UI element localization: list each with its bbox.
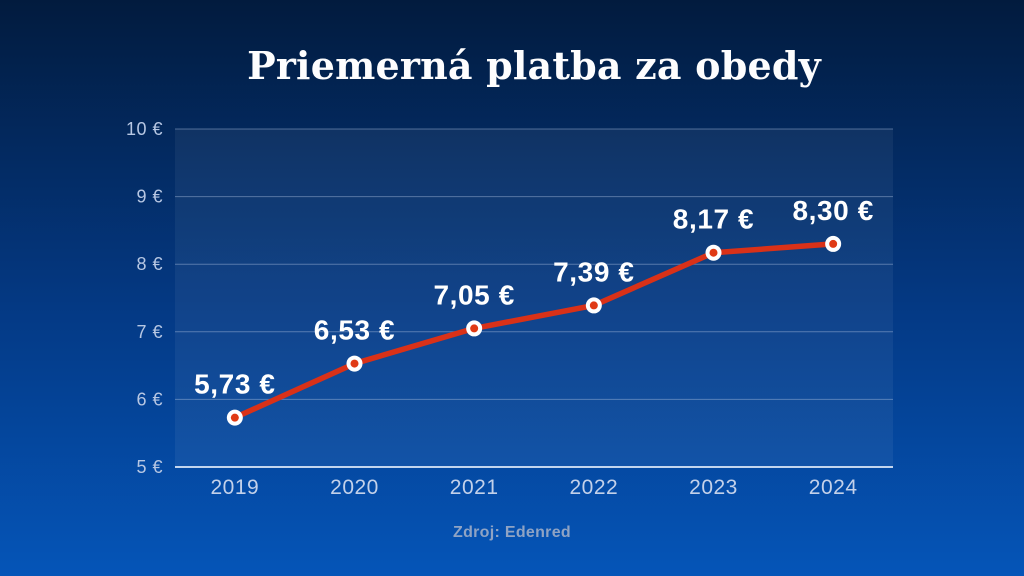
plot-area xyxy=(175,129,893,467)
x-axis-labels: 2019 2020 2021 2022 2023 2024 xyxy=(210,476,857,499)
x-tick-label: 2024 xyxy=(809,476,858,499)
y-tick-label: 5 € xyxy=(136,457,163,477)
data-point-value-label: 7,39 € xyxy=(553,256,634,287)
y-tick-label: 8 € xyxy=(136,254,163,274)
data-point xyxy=(589,301,598,310)
x-tick-label: 2022 xyxy=(569,476,618,499)
data-point-value-label: 5,73 € xyxy=(194,369,275,400)
x-tick-label: 2019 xyxy=(210,476,259,499)
gridlines xyxy=(175,128,893,400)
x-tick-label: 2023 xyxy=(689,476,738,499)
data-point-value-label: 7,05 € xyxy=(433,279,514,310)
y-tick-label: 6 € xyxy=(136,389,163,409)
data-point xyxy=(829,239,838,248)
data-point-value-label: 8,30 € xyxy=(792,195,873,226)
y-tick-label: 10 € xyxy=(126,119,163,139)
y-tick-label: 7 € xyxy=(136,322,163,342)
y-tick-label: 9 € xyxy=(136,187,163,207)
x-tick-label: 2021 xyxy=(450,476,499,499)
data-line xyxy=(232,241,836,421)
source-caption: Zdroj: Edenred xyxy=(453,524,571,541)
data-points xyxy=(226,235,842,426)
y-axis-labels: 5 € 6 € 7 € 8 € 9 € 10 € xyxy=(126,119,163,477)
data-point xyxy=(470,324,479,333)
data-point xyxy=(709,248,718,257)
chart-title: Priemerná platba za obedy xyxy=(247,43,821,88)
data-point-value-label: 6,53 € xyxy=(314,315,395,346)
data-labels: 5,73 € 6,53 € 7,05 € 7,39 € 8,17 € 8,30 € xyxy=(194,195,873,400)
data-point-value-label: 8,17 € xyxy=(673,204,754,235)
x-tick-label: 2020 xyxy=(330,476,379,499)
data-point xyxy=(350,359,359,368)
data-point xyxy=(230,413,239,422)
